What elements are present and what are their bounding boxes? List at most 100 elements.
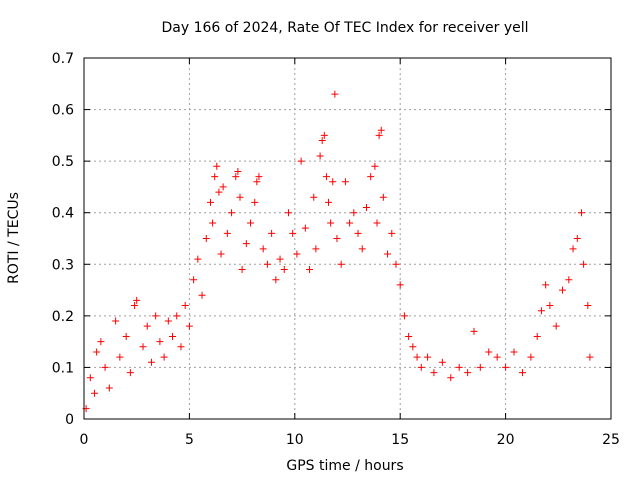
data-point [573,235,581,242]
data-point [510,348,518,356]
data-point [367,173,375,181]
data-point [93,348,101,356]
data-point [392,260,400,268]
data-point [318,137,326,145]
y-tick-label: 0.7 [52,51,74,67]
data-point [565,276,573,284]
data-point [413,353,421,361]
data-point [388,229,396,237]
x-axis-ticks: 0 5 10 15 20 25 [80,58,620,448]
data-point [209,219,217,227]
data-point [316,152,324,160]
data-point [322,173,330,181]
data-points [82,90,594,413]
data-point [310,193,318,201]
data-point [546,302,554,310]
y-tick-label: 0.3 [52,257,74,273]
data-point [147,358,155,366]
data-point [247,219,255,227]
y-tick-label: 0.5 [52,154,74,170]
data-point [289,229,297,237]
data-point [160,353,168,361]
data-point [297,157,305,165]
data-point [259,245,267,253]
data-point [329,178,337,186]
data-point [105,384,113,392]
data-point [190,276,198,284]
data-point [438,358,446,366]
data-point [177,343,185,351]
data-point [464,369,472,377]
data-point [405,332,413,340]
data-point [409,343,417,351]
data-point [586,353,594,361]
data-point [139,343,147,351]
data-point [112,317,120,325]
x-tick-label: 20 [497,432,515,448]
data-point [284,209,292,217]
data-point [362,204,370,212]
data-point [379,193,387,201]
data-point [251,198,259,206]
data-point [559,286,567,294]
data-point [327,219,335,227]
y-tick-label: 0.4 [52,206,74,222]
data-point [527,353,535,361]
data-point [194,255,202,263]
data-point [173,312,181,320]
data-point [350,209,358,217]
data-point [91,389,99,397]
data-point [580,260,588,268]
data-point [202,235,210,242]
data-point [268,229,276,237]
data-point [255,173,263,181]
data-point [476,363,484,371]
data-point [126,369,134,377]
data-point [542,281,550,289]
data-point [101,363,109,371]
x-tick-label: 10 [286,432,304,448]
y-tick-label: 0 [65,412,74,428]
data-point [384,250,392,258]
data-point [337,260,345,268]
data-point [320,131,328,139]
data-point [518,369,526,377]
data-point [301,224,309,232]
data-point [424,353,432,361]
data-point [213,162,221,170]
x-tick-label: 0 [80,432,89,448]
data-point [217,250,225,258]
data-point [206,198,214,206]
data-point [86,374,94,382]
data-point [272,276,280,284]
data-point [396,281,404,289]
data-point [211,173,219,181]
data-point [552,322,560,330]
data-point [354,229,362,237]
data-point [306,265,314,273]
x-axis-label: GPS time / hours [286,458,403,474]
y-axis-ticks: 0 0.1 0.2 0.3 0.4 0.5 0.6 0.7 [52,51,611,428]
data-point [223,229,231,237]
data-point [493,353,501,361]
data-point [156,338,164,346]
grid-lines [84,58,611,419]
y-axis-label: ROTI / TECUs [6,192,22,284]
data-point [219,183,227,191]
data-point [242,240,250,248]
data-point [447,374,455,382]
data-point [276,255,284,263]
data-point [234,167,242,175]
y-tick-label: 0.1 [52,360,74,376]
data-point [169,332,177,340]
data-point [181,302,189,310]
x-tick-label: 25 [602,432,620,448]
y-tick-label: 0.6 [52,103,74,119]
data-point [116,353,124,361]
data-point [400,312,408,320]
data-point [312,245,320,253]
data-point [232,173,240,181]
data-point [215,188,223,196]
data-point [331,90,339,98]
